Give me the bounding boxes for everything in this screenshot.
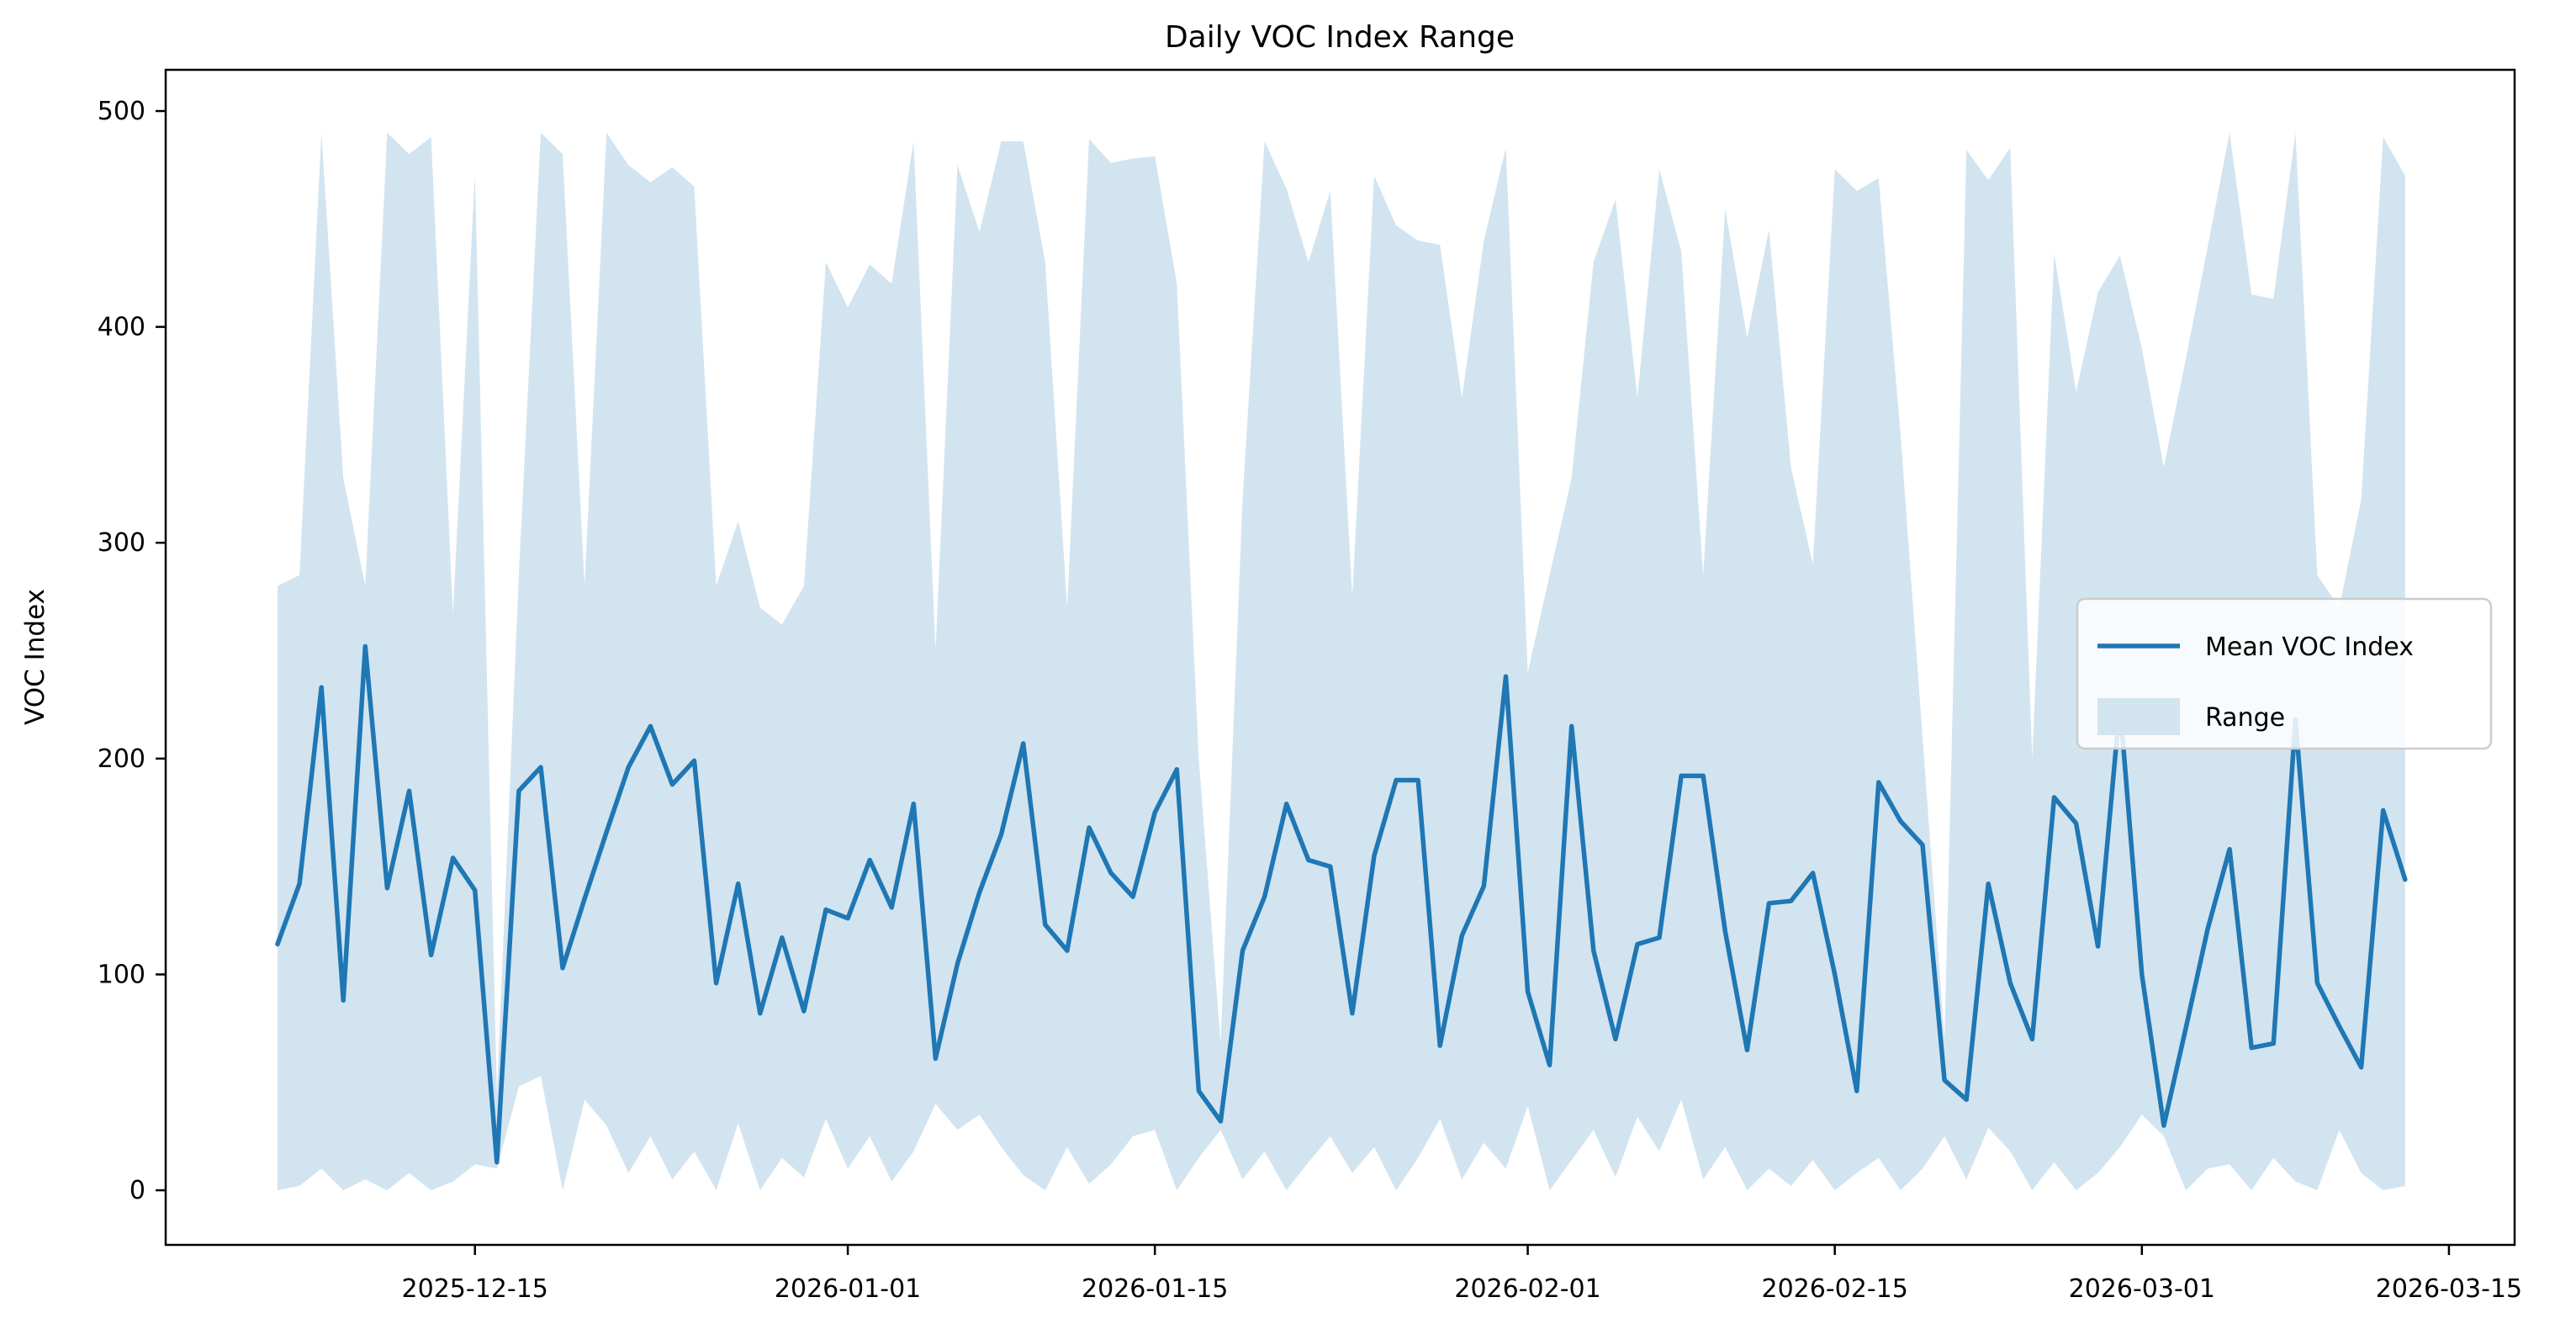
x-tick-label: 2026-02-01	[1454, 1274, 1600, 1304]
y-tick-label: 500	[98, 97, 145, 126]
legend-label-range: Range	[2205, 703, 2285, 733]
x-tick-label: 2026-01-01	[775, 1274, 921, 1304]
legend-label-mean: Mean VOC Index	[2205, 633, 2414, 662]
x-tick-label: 2026-01-15	[1082, 1274, 1228, 1304]
y-tick-label: 0	[130, 1176, 145, 1205]
mean-voc-polyline	[275, 643, 2408, 1165]
axes-spines	[164, 68, 2516, 1247]
y-tick-label: 400	[98, 313, 145, 342]
chart-title: Daily VOC Index Range	[1165, 20, 1515, 55]
y-axis-ticks: 0 100 200 300 400 500	[98, 97, 166, 1205]
legend-band-sample-icon	[2097, 698, 2180, 735]
legend: Mean VOC Index Range	[2076, 597, 2493, 750]
plot-border	[164, 68, 2516, 1247]
x-tick-label: 2025-12-15	[402, 1274, 548, 1304]
x-tick-label: 2026-02-15	[1762, 1274, 1908, 1304]
x-tick-label: 2026-03-01	[2069, 1274, 2215, 1304]
range-band-area	[278, 132, 2405, 1191]
range-band	[278, 132, 2405, 1191]
mean-voc-line	[275, 643, 2408, 1165]
y-tick-label: 300	[98, 528, 145, 558]
y-tick-label: 100	[98, 960, 145, 989]
y-tick-label: 200	[98, 744, 145, 774]
legend-box	[2076, 597, 2493, 750]
y-axis-label: VOC Index	[20, 589, 50, 725]
x-tick-label: 2026-03-15	[2376, 1274, 2522, 1304]
x-axis-ticks: 2025-12-15 2026-01-01 2026-01-15 2026-02-01…	[402, 1245, 2522, 1304]
